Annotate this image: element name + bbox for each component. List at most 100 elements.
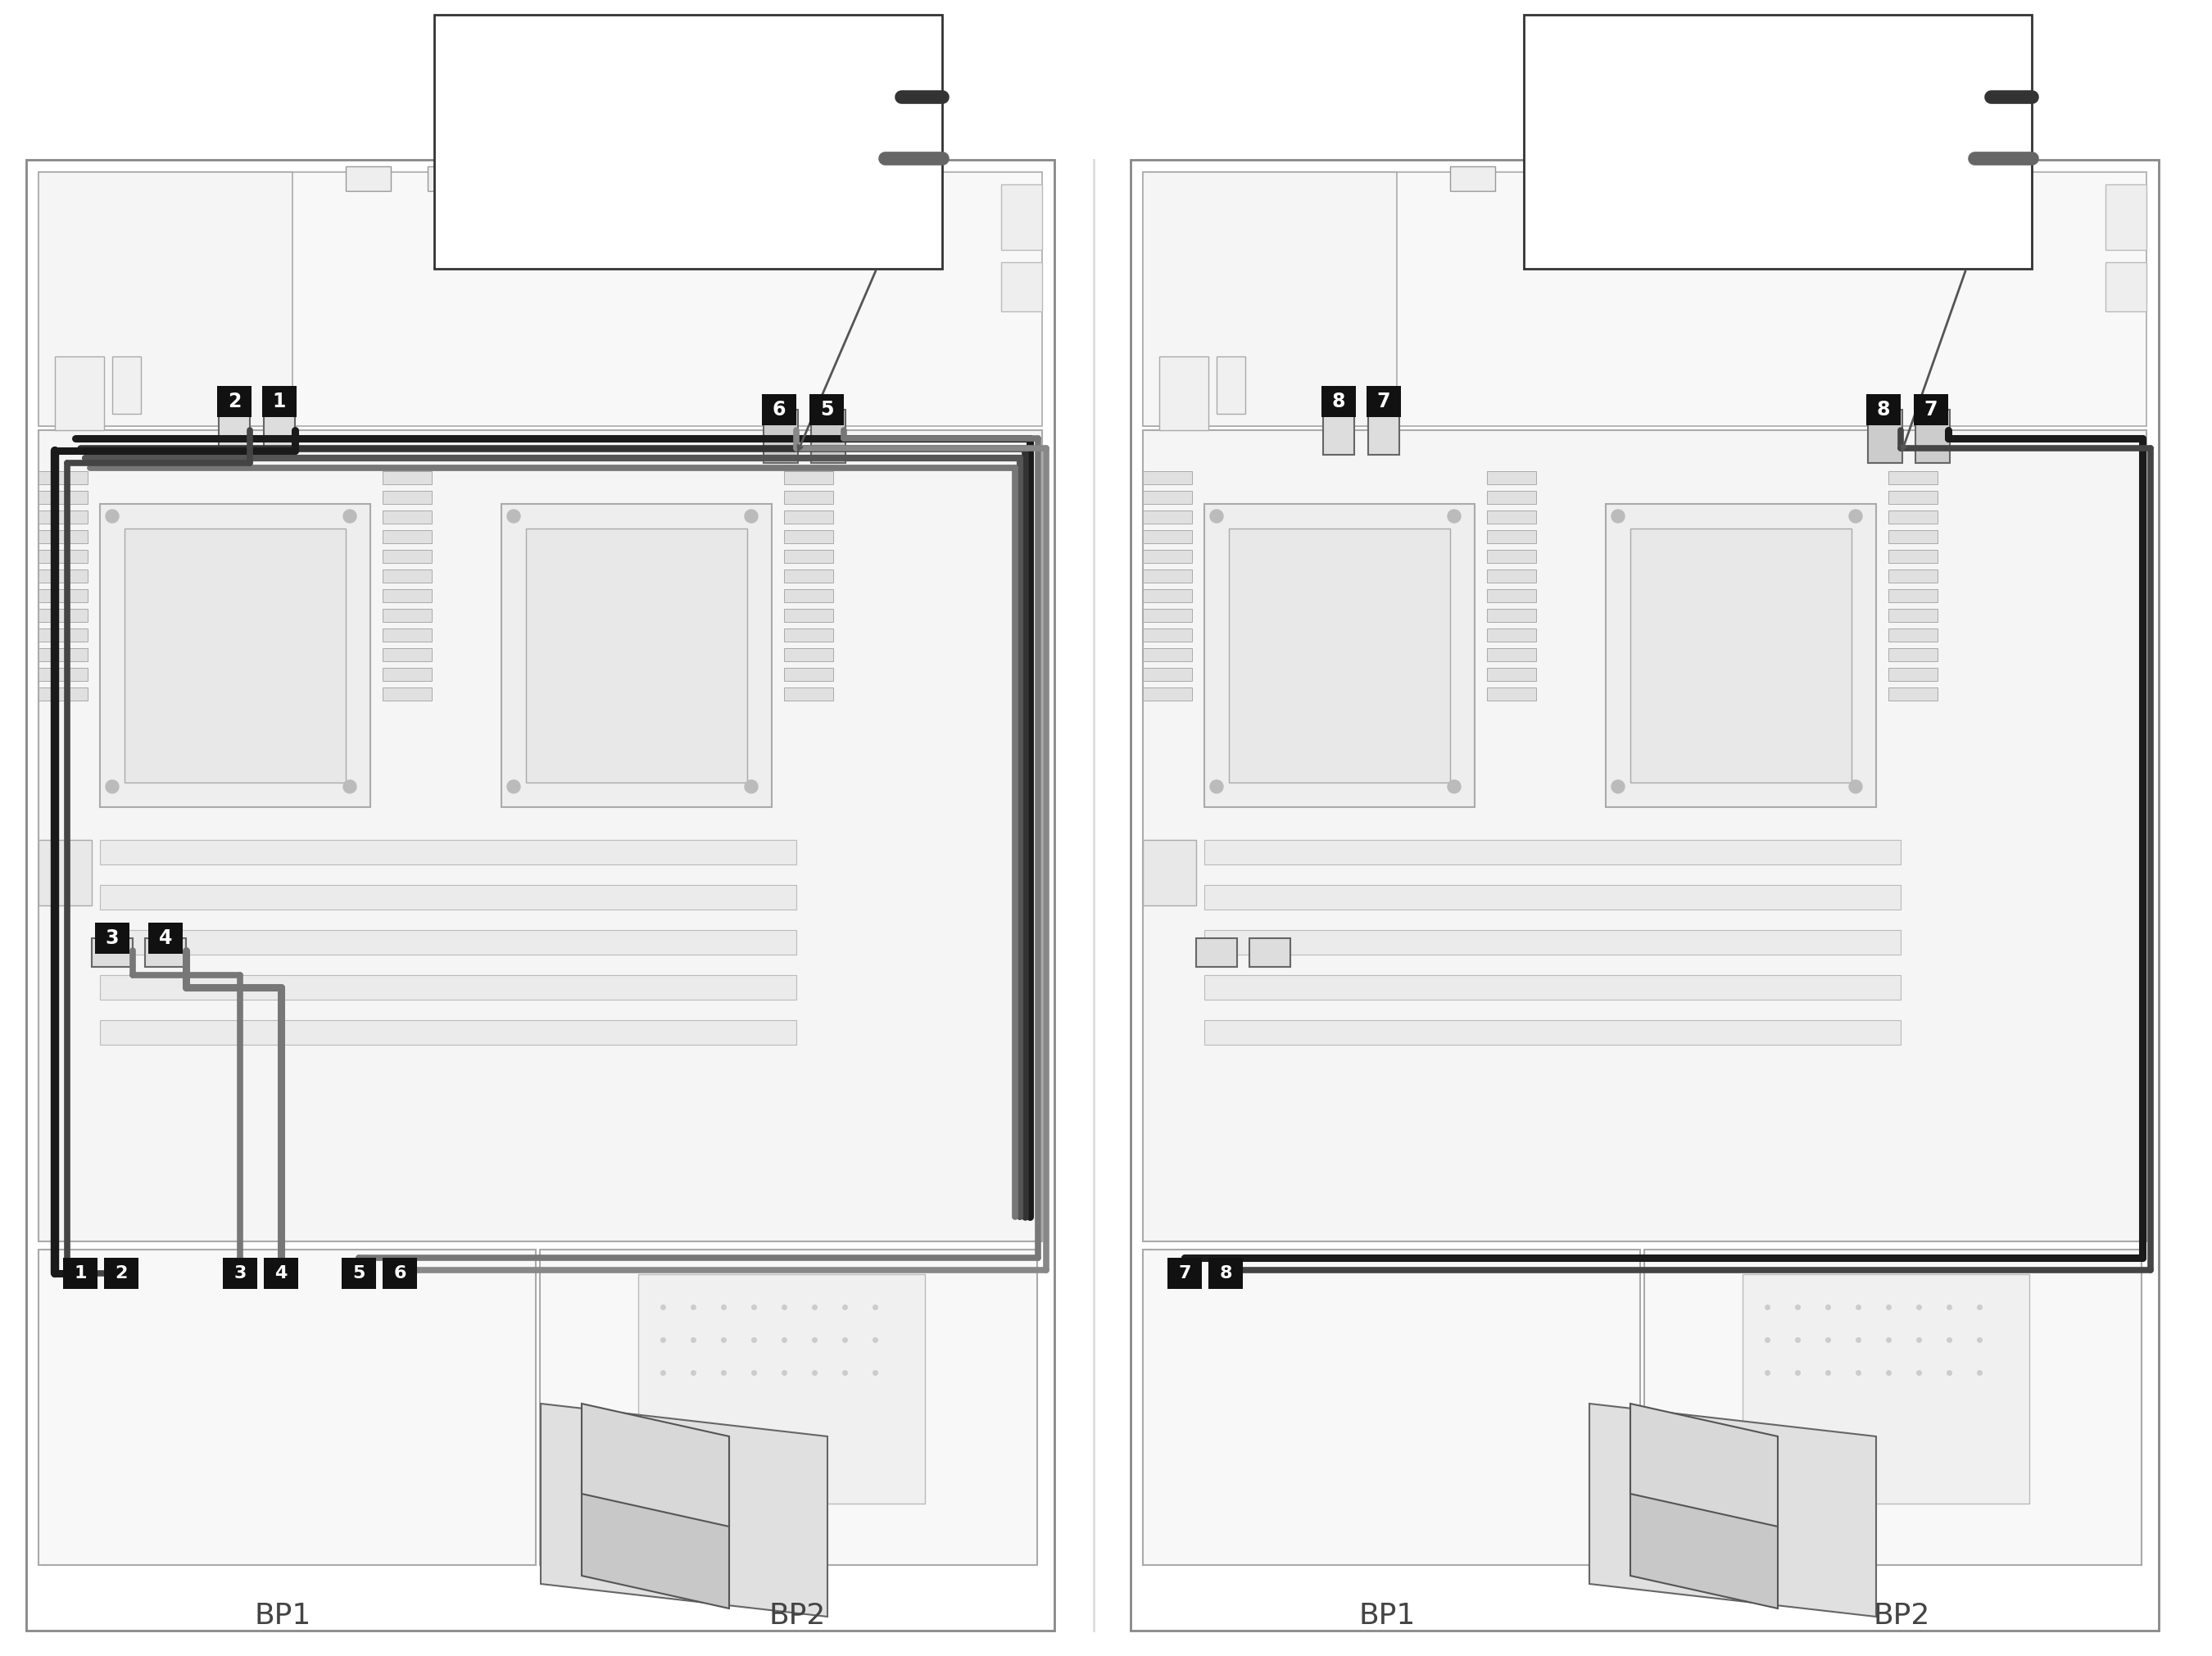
Bar bbox=[1533, 166, 1577, 190]
Bar bbox=[383, 667, 431, 681]
Bar bbox=[38, 431, 1042, 1242]
Text: 5: 5 bbox=[821, 399, 834, 419]
Bar bbox=[1203, 931, 1900, 954]
Bar bbox=[1144, 647, 1192, 661]
Circle shape bbox=[343, 780, 356, 793]
Text: 7: 7 bbox=[1376, 392, 1391, 411]
Bar bbox=[434, 15, 942, 268]
Bar bbox=[91, 939, 133, 967]
Bar bbox=[383, 570, 431, 583]
Bar bbox=[1367, 386, 1400, 417]
Text: 5: 5 bbox=[352, 1265, 365, 1282]
Bar bbox=[783, 609, 834, 623]
Bar bbox=[38, 490, 88, 503]
Bar bbox=[526, 528, 748, 783]
Bar bbox=[1144, 570, 1192, 583]
Bar bbox=[1203, 975, 1900, 1000]
Text: 4: 4 bbox=[274, 1265, 288, 1282]
Bar bbox=[383, 609, 431, 623]
Bar bbox=[1144, 687, 1192, 700]
Bar bbox=[100, 931, 796, 954]
Circle shape bbox=[106, 510, 119, 523]
Bar bbox=[1867, 394, 1900, 426]
Bar bbox=[1369, 401, 1400, 455]
Bar bbox=[1486, 510, 1535, 523]
Bar bbox=[1230, 528, 1451, 783]
Bar bbox=[219, 401, 250, 455]
Bar bbox=[1144, 1250, 1639, 1565]
Bar bbox=[2106, 262, 2146, 311]
Bar bbox=[1889, 490, 1938, 503]
Text: 3: 3 bbox=[234, 1265, 246, 1282]
Bar bbox=[812, 409, 845, 464]
Bar bbox=[1159, 356, 1208, 431]
Bar bbox=[38, 1250, 535, 1565]
Bar bbox=[38, 590, 88, 603]
Bar bbox=[1250, 939, 1290, 967]
Circle shape bbox=[1210, 510, 1223, 523]
Text: 6: 6 bbox=[394, 1265, 407, 1282]
Bar bbox=[38, 667, 88, 681]
Bar bbox=[1002, 184, 1042, 250]
Bar bbox=[228, 1262, 252, 1285]
Text: BP2: BP2 bbox=[1874, 1601, 1929, 1630]
Circle shape bbox=[745, 510, 759, 523]
Bar bbox=[1321, 386, 1356, 417]
Bar bbox=[1524, 15, 2033, 268]
Bar bbox=[383, 472, 431, 484]
Bar bbox=[1168, 1259, 1201, 1288]
Bar bbox=[27, 159, 1055, 1631]
Text: 1: 1 bbox=[73, 1265, 86, 1282]
Bar bbox=[1144, 510, 1192, 523]
Bar bbox=[1889, 510, 1938, 523]
Bar bbox=[1889, 647, 1938, 661]
Bar bbox=[383, 629, 431, 641]
Bar bbox=[1486, 629, 1535, 641]
Bar bbox=[263, 386, 296, 417]
Bar bbox=[427, 166, 473, 190]
Bar bbox=[100, 975, 796, 1000]
Circle shape bbox=[1613, 510, 1624, 523]
Circle shape bbox=[1849, 780, 1863, 793]
Bar bbox=[38, 647, 88, 661]
Bar bbox=[1323, 401, 1354, 455]
Bar bbox=[38, 510, 88, 523]
Text: BP1: BP1 bbox=[1358, 1601, 1416, 1630]
Bar bbox=[1867, 409, 1902, 464]
Bar bbox=[1486, 687, 1535, 700]
Text: 8: 8 bbox=[1332, 392, 1345, 411]
Polygon shape bbox=[582, 1404, 730, 1527]
Bar bbox=[1208, 1259, 1243, 1288]
Bar bbox=[1203, 840, 1900, 864]
Bar bbox=[38, 609, 88, 623]
Bar bbox=[783, 667, 834, 681]
Bar bbox=[1144, 472, 1192, 484]
Circle shape bbox=[1447, 510, 1460, 523]
Bar bbox=[100, 1020, 796, 1045]
Bar bbox=[100, 503, 369, 806]
Circle shape bbox=[1613, 780, 1624, 793]
Text: 2: 2 bbox=[115, 1265, 128, 1282]
Bar bbox=[55, 356, 104, 431]
Bar bbox=[1203, 503, 1475, 806]
Bar bbox=[1217, 356, 1245, 414]
Bar bbox=[38, 172, 1042, 426]
Bar bbox=[38, 629, 88, 641]
Bar bbox=[1913, 394, 1949, 426]
Bar bbox=[783, 570, 834, 583]
Circle shape bbox=[507, 510, 520, 523]
Bar bbox=[383, 1259, 418, 1288]
Bar bbox=[383, 550, 431, 563]
Bar bbox=[66, 1262, 93, 1285]
Bar bbox=[95, 922, 131, 954]
Bar bbox=[341, 1259, 376, 1288]
Bar bbox=[1486, 590, 1535, 603]
Bar bbox=[1889, 687, 1938, 700]
Bar bbox=[783, 550, 834, 563]
Bar bbox=[1743, 1273, 2028, 1504]
Bar bbox=[1144, 530, 1192, 543]
Bar bbox=[1172, 1262, 1197, 1285]
Bar bbox=[502, 503, 772, 806]
Bar bbox=[1197, 939, 1237, 967]
Polygon shape bbox=[540, 1404, 827, 1616]
